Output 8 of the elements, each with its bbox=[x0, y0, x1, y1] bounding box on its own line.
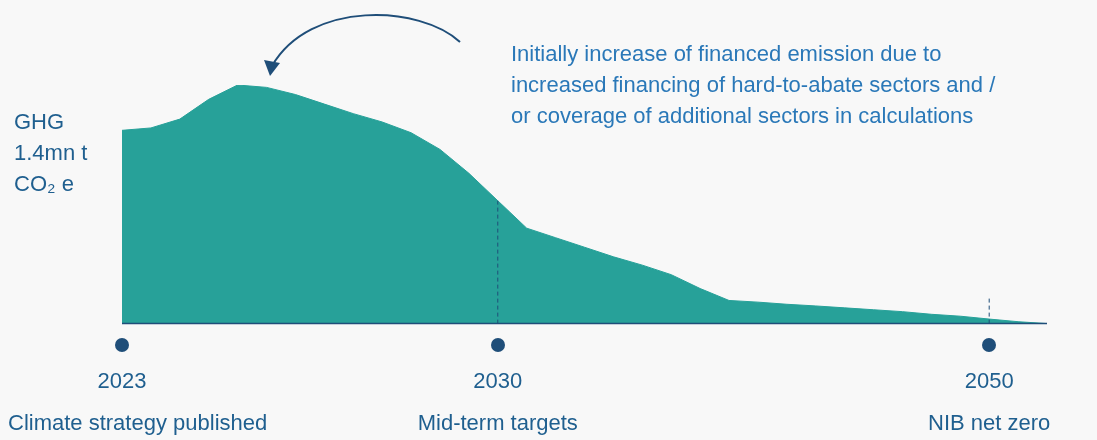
y-axis-title: GHG 1.4mn t CO₂ e bbox=[14, 108, 88, 198]
x-tick-label: 2023 bbox=[97, 367, 147, 393]
text: NIB net zero bbox=[928, 410, 1051, 435]
text: Climate strategy published bbox=[8, 410, 268, 435]
text: Mid-term targets bbox=[417, 410, 578, 435]
x-tick-label: 2030 bbox=[473, 367, 523, 393]
annotation: Initially increase of financed emission due to increased financing of hard-to-abate sectors and / or coverage of additional sectors in calculations bbox=[511, 40, 996, 130]
x-tick-label: 2050 bbox=[964, 367, 1014, 393]
